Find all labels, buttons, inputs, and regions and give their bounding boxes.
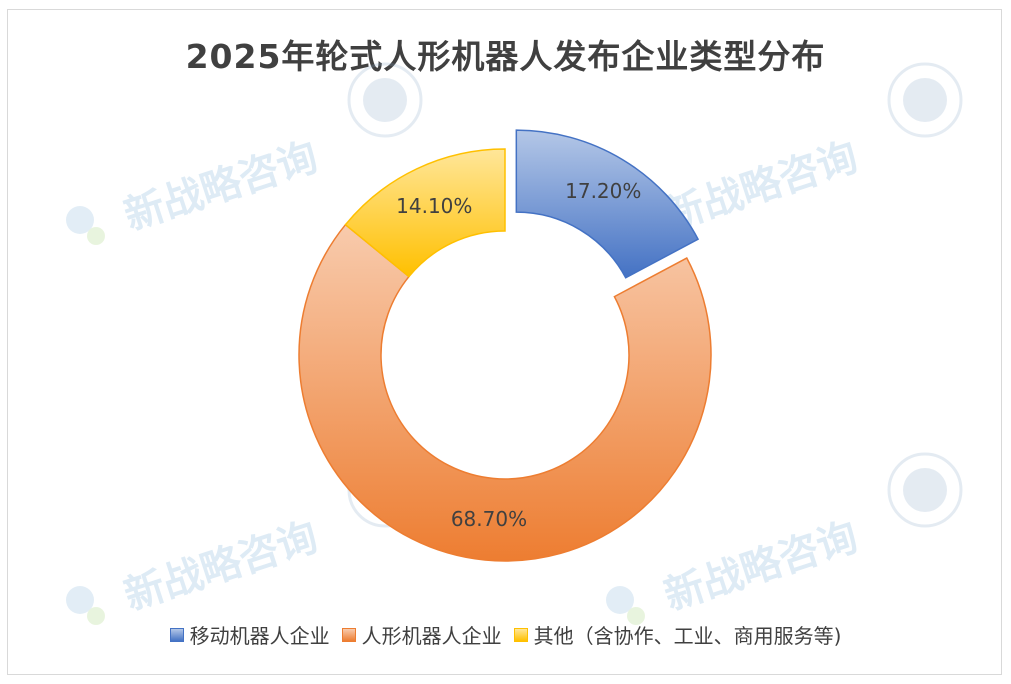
watermark-dot (606, 586, 634, 614)
watermark-seal (887, 452, 963, 528)
data-label: 17.20% (565, 179, 641, 203)
watermark-dot (627, 607, 645, 625)
legend-item: 人形机器人企业 (341, 620, 502, 649)
watermark-text: 新战略咨询 (659, 514, 863, 620)
chart-title: 2025年轮式人形机器人发布企业类型分布 (185, 37, 826, 76)
legend-item: 移动机器人企业 (169, 620, 330, 649)
watermark-text: 新战略咨询 (119, 134, 323, 240)
seal-core (903, 78, 947, 122)
donut-slice (344, 148, 506, 278)
watermark: 新战略咨询 (66, 134, 323, 245)
seal-core (903, 468, 947, 512)
chart-frame (7, 9, 1002, 675)
legend-item: 其他（含协作、工业、商用服务等) (513, 620, 842, 649)
seal-core (363, 78, 407, 122)
legend: 移动机器人企业 人形机器人企业 其他（含协作、工业、商用服务等) (0, 620, 1011, 649)
watermark-dot (66, 586, 94, 614)
watermark-dot (66, 206, 94, 234)
watermark: 新战略咨询 (66, 514, 323, 625)
data-label: 14.10% (396, 194, 472, 218)
seal-ring (887, 452, 963, 528)
data-label: 68.70% (451, 507, 527, 531)
watermark-seal (887, 62, 963, 138)
legend-label: 移动机器人企业 (189, 624, 330, 648)
watermark-dot (87, 227, 105, 245)
watermark-dot (87, 607, 105, 625)
slices-layer (298, 129, 712, 562)
watermark-seal (347, 62, 423, 138)
legend-swatch (341, 627, 356, 642)
data-labels-layer: 17.20% 68.70% 14.10% (396, 179, 641, 531)
legend-swatch (513, 627, 528, 642)
donut-slice (298, 223, 712, 562)
legend-swatch (169, 627, 184, 642)
legend-label: 人形机器人企业 (361, 624, 502, 648)
watermark: 新战略咨询 (606, 514, 863, 625)
seal-ring (887, 62, 963, 138)
seal-ring (347, 62, 423, 138)
legend-label: 其他（含协作、工业、商用服务等) (533, 624, 842, 648)
watermark-text: 新战略咨询 (119, 514, 323, 620)
donut-slice (515, 129, 700, 279)
